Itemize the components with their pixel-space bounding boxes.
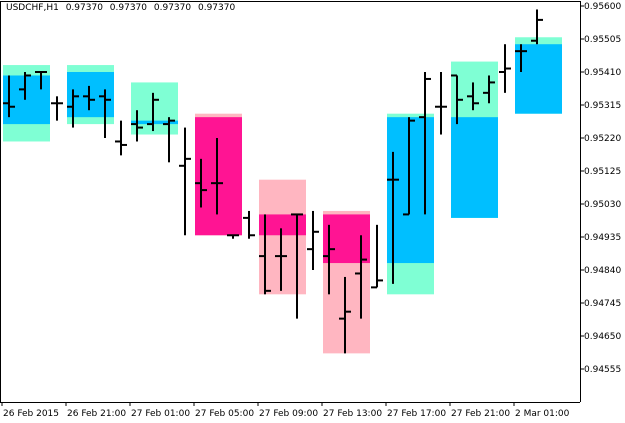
x-tick-label: 27 Feb 17:00 bbox=[387, 409, 446, 419]
y-tick-label: 0.94840 bbox=[584, 266, 621, 276]
htf-candle-body bbox=[323, 214, 370, 264]
x-tick-label: 27 Feb 09:00 bbox=[259, 409, 318, 419]
high-value: 0.97370 bbox=[109, 3, 148, 13]
close-value: 0.97370 bbox=[197, 3, 236, 13]
htf-candle-body bbox=[451, 117, 498, 218]
chart-header: USDCHF,H1 0.97370 0.97370 0.97370 0.9737… bbox=[6, 3, 239, 13]
x-tick-label: 27 Feb 05:00 bbox=[195, 409, 254, 419]
y-tick-label: 0.95600 bbox=[584, 2, 621, 12]
htf-candle-shadow bbox=[259, 179, 306, 295]
htf-candle-body bbox=[67, 72, 114, 118]
htf-candle-body bbox=[515, 44, 562, 114]
y-tick-label: 0.95030 bbox=[584, 200, 621, 210]
low-value: 0.97370 bbox=[153, 3, 192, 13]
y-tick-label: 0.94555 bbox=[584, 365, 621, 375]
htf-candle-body bbox=[259, 214, 306, 236]
htf-candle-body bbox=[387, 117, 434, 264]
htf-candle-body bbox=[131, 120, 178, 125]
x-tick-label: 27 Feb 21:00 bbox=[451, 409, 510, 419]
x-tick-label: 2 Mar 01:00 bbox=[515, 409, 570, 419]
x-tick-label: 26 Feb 21:00 bbox=[67, 409, 126, 419]
y-tick-label: 0.95505 bbox=[584, 35, 621, 45]
y-tick-label: 0.95220 bbox=[584, 134, 621, 144]
x-tick-label: 27 Feb 13:00 bbox=[323, 409, 382, 419]
y-tick-label: 0.95410 bbox=[584, 68, 621, 78]
htf-candle-shadow bbox=[131, 82, 178, 135]
htf-candle-body bbox=[195, 117, 242, 236]
open-value: 0.97370 bbox=[65, 3, 103, 13]
y-tick-label: 0.95315 bbox=[584, 101, 621, 111]
htf-candle-body bbox=[3, 75, 50, 125]
y-tick-label: 0.94650 bbox=[584, 332, 621, 342]
x-tick-label: 27 Feb 01:00 bbox=[131, 409, 190, 419]
y-tick-label: 0.95125 bbox=[584, 167, 621, 177]
symbol-timeframe: USDCHF,H1 bbox=[6, 3, 59, 13]
y-tick-label: 0.94745 bbox=[584, 299, 621, 309]
x-tick-label: 26 Feb 2015 bbox=[3, 409, 59, 419]
y-tick-label: 0.94935 bbox=[584, 233, 621, 243]
